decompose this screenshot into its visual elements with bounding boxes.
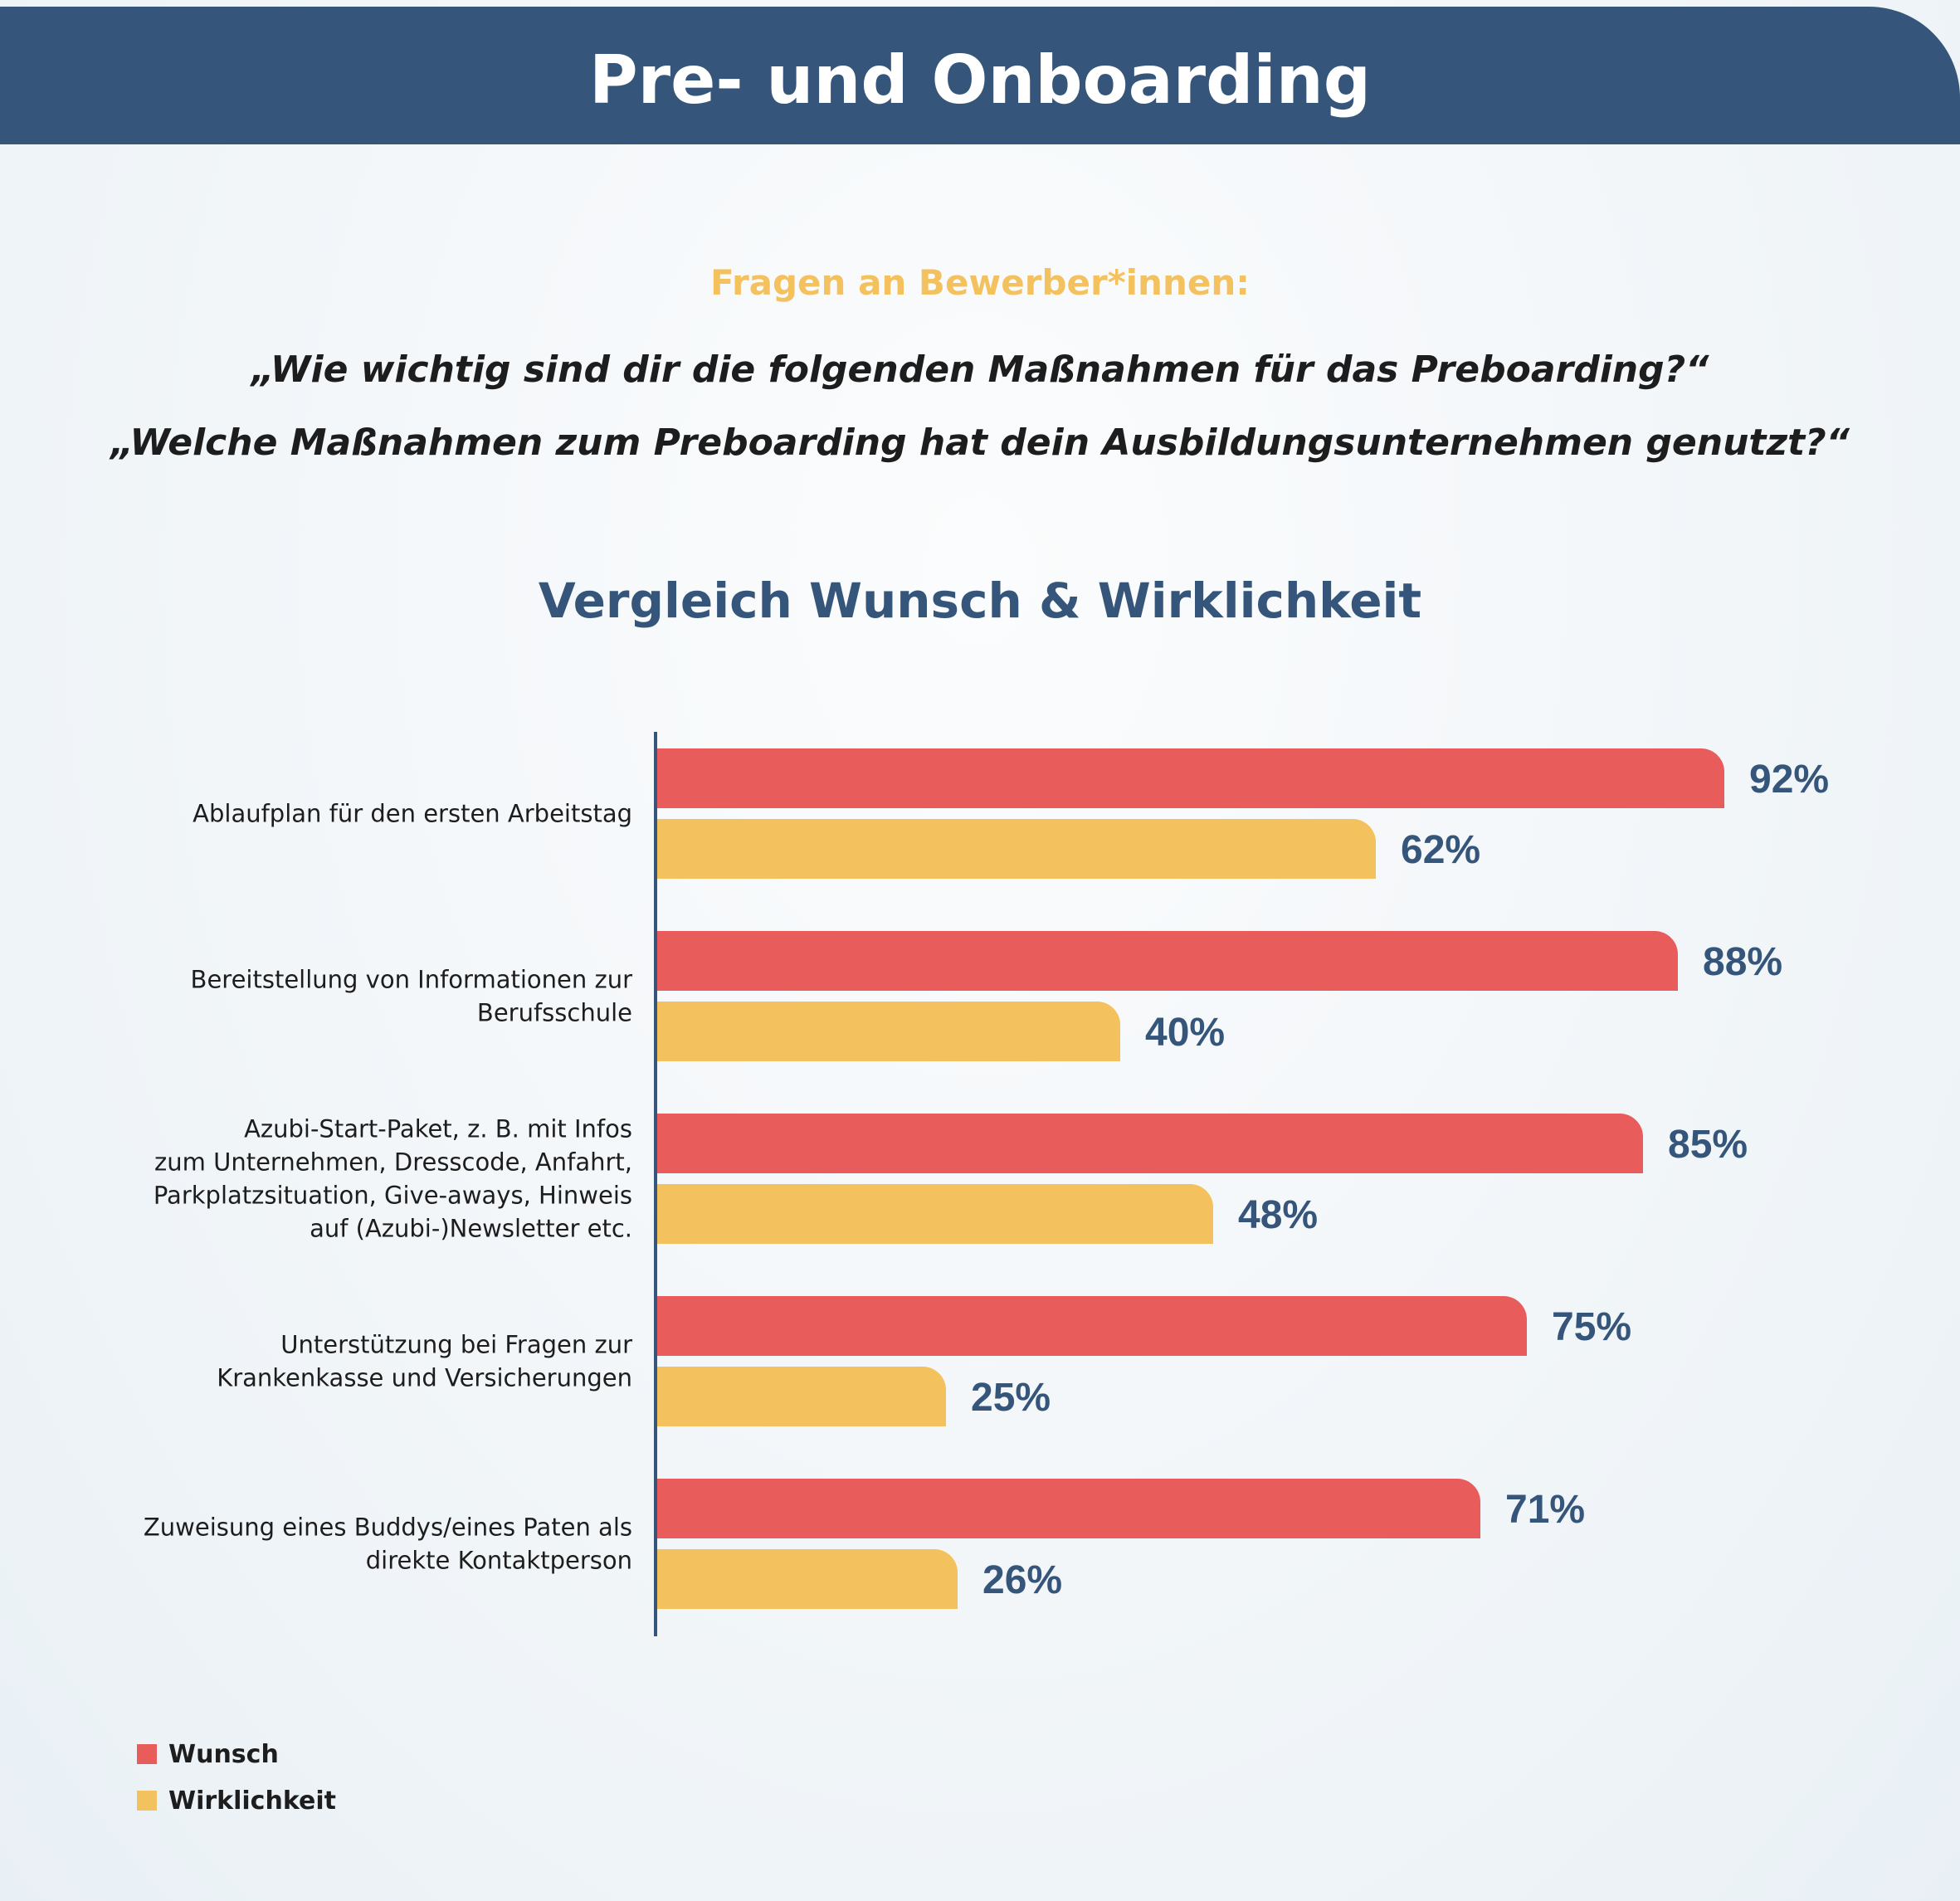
value-label-wunsch-2: 88%	[1703, 940, 1782, 984]
legend-label-wunsch: Wunsch	[168, 1739, 279, 1769]
bar-wirklichkeit-5	[656, 1549, 958, 1609]
value-label-wirklichkeit-3: 48%	[1238, 1193, 1318, 1237]
value-label-wunsch-1: 92%	[1749, 758, 1829, 802]
bar-wunsch-2	[656, 931, 1678, 991]
legend-item-wirklichkeit: Wirklichkeit	[137, 1777, 336, 1824]
value-label-wunsch-4: 75%	[1552, 1305, 1631, 1349]
value-label-wirklichkeit-5: 26%	[982, 1558, 1062, 1602]
bar-wunsch-4	[656, 1296, 1527, 1356]
value-label-wirklichkeit-2: 40%	[1145, 1011, 1225, 1055]
value-label-wunsch-5: 71%	[1505, 1488, 1585, 1532]
category-label-2: Bereitstellung von Informationen zur Beru…	[191, 966, 633, 1027]
header-bar: Pre- und Onboarding	[0, 7, 1960, 144]
value-label-wunsch-3: 85%	[1668, 1123, 1748, 1167]
legend-item-wunsch: Wunsch	[137, 1731, 336, 1777]
legend-label-wirklichkeit: Wirklichkeit	[168, 1786, 336, 1816]
legend-swatch-wirklichkeit	[137, 1791, 157, 1811]
value-label-wirklichkeit-1: 62%	[1401, 828, 1480, 872]
question-2: „Welche Maßnahmen zum Preboarding hat de…	[110, 422, 1850, 464]
bar-wunsch-1	[656, 748, 1724, 808]
legend-swatch-wunsch	[137, 1744, 157, 1764]
bar-wirklichkeit-2	[656, 1002, 1120, 1061]
category-label-3: Azubi-Start-Paket, z. B. mit Infos zum Un…	[154, 1115, 632, 1243]
category-label-5: Zuweisung eines Buddys/eines Paten als di…	[144, 1513, 632, 1575]
value-label-wirklichkeit-4: 25%	[971, 1376, 1051, 1420]
bar-wirklichkeit-3	[656, 1184, 1213, 1244]
bar-wirklichkeit-4	[656, 1367, 946, 1426]
category-label-4: Unterstützung bei Fragen zur Krankenkasse…	[217, 1331, 632, 1392]
bar-wunsch-5	[656, 1479, 1480, 1538]
page-title: Pre- und Onboarding	[589, 41, 1371, 119]
bar-wirklichkeit-1	[656, 819, 1376, 879]
bar-wunsch-3	[656, 1114, 1643, 1173]
question-1: „Wie wichtig sind dir die folgenden Maßn…	[251, 349, 1709, 391]
chart-title: Vergleich Wunsch & Wirklichkeit	[538, 573, 1422, 629]
category-label-1: Ablaufplan für den ersten Arbeitstag	[193, 800, 632, 828]
legend: Wunsch Wirklichkeit	[137, 1731, 336, 1824]
subtitle: Fragen an Bewerber*innen:	[709, 262, 1251, 303]
